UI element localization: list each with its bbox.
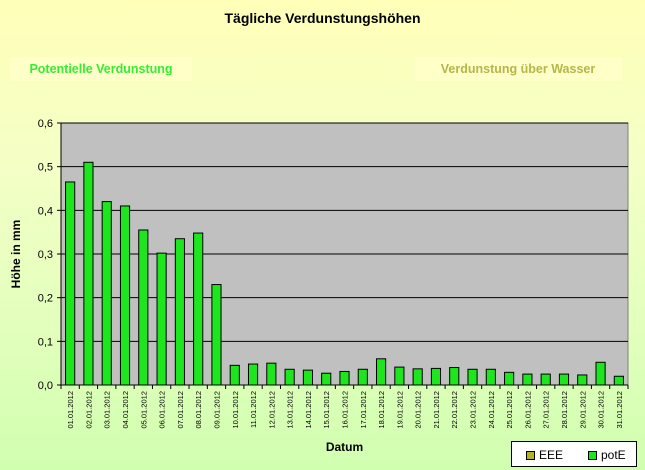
bar-pote-03.01.2012: [101, 201, 112, 386]
bar-pote-21.01.2012: [430, 367, 442, 386]
chart-legend: EEE potE: [511, 441, 637, 467]
bar-pote-05.01.2012: [138, 229, 149, 386]
x-tick-label: 13.01.2012: [286, 391, 295, 429]
bar-pote-28.01.2012: [558, 373, 570, 386]
x-tick-label: 25.01.2012: [505, 391, 514, 429]
bar-pote-04.01.2012: [119, 205, 131, 386]
y-tick-label: 0,0: [38, 380, 53, 392]
bar-pote-16.01.2012: [339, 370, 350, 386]
x-tick-label: 05.01.2012: [139, 391, 148, 429]
bar-pote-07.01.2012: [174, 238, 185, 386]
x-tick-label: 09.01.2012: [212, 391, 221, 429]
bar-pote-31.01.2012: [613, 375, 624, 386]
x-tick-label: 14.01.2012: [304, 391, 313, 429]
x-tick-label: 06.01.2012: [158, 391, 167, 429]
legend-swatch-pote: [588, 450, 597, 460]
bar-pote-14.01.2012: [302, 369, 313, 386]
bar-pote-23.01.2012: [467, 368, 478, 386]
x-tick-label: 18.01.2012: [377, 391, 386, 429]
x-tick-label: 28.01.2012: [560, 391, 569, 429]
x-tick-label: 12.01.2012: [267, 391, 276, 429]
bar-pote-02.01.2012: [83, 161, 94, 386]
bar-pote-27.01.2012: [540, 373, 551, 386]
x-axis-label: Datum: [326, 440, 363, 454]
x-tick-label: 04.01.2012: [121, 391, 130, 429]
x-tick-label: 30.01.2012: [597, 391, 606, 429]
legend-label-pote: potE: [601, 448, 626, 462]
bar-pote-26.01.2012: [522, 373, 533, 386]
bar-pote-30.01.2012: [595, 361, 606, 386]
x-tick-label: 10.01.2012: [231, 391, 240, 429]
legend-item-eee: EEE: [526, 448, 563, 462]
x-tick-label: 15.01.2012: [322, 391, 331, 429]
y-tick-label: 0,1: [38, 336, 53, 348]
bar-pote-13.01.2012: [284, 368, 295, 386]
x-tick-label: 20.01.2012: [414, 391, 423, 429]
x-tick-label: 23.01.2012: [469, 391, 478, 429]
y-tick-label: 0,6: [38, 118, 53, 130]
bar-pote-29.01.2012: [577, 374, 588, 386]
bar-pote-10.01.2012: [229, 364, 240, 386]
y-tick-label: 0,5: [38, 162, 53, 174]
bar-pote-19.01.2012: [394, 366, 405, 386]
x-tick-label: 29.01.2012: [578, 391, 587, 429]
bar-pote-15.01.2012: [321, 372, 332, 386]
x-tick-label: 17.01.2012: [359, 391, 368, 429]
bar-pote-18.01.2012: [376, 358, 387, 386]
x-tick-label: 19.01.2012: [395, 391, 404, 429]
bar-pote-24.01.2012: [485, 368, 496, 386]
bar-pote-09.01.2012: [211, 284, 222, 386]
x-tick-label: 24.01.2012: [487, 391, 496, 429]
x-tick-label: 31.01.2012: [615, 391, 624, 429]
x-tick-label: 01.01.2012: [66, 391, 75, 429]
potential-evaporation-button[interactable]: Potentielle Verdunstung: [10, 57, 192, 81]
legend-swatch-eee: [526, 450, 535, 460]
x-tick-label: 03.01.2012: [103, 391, 112, 429]
bar-pote-17.01.2012: [357, 368, 368, 386]
bar-pote-12.01.2012: [266, 362, 277, 386]
y-tick-label: 0,3: [38, 249, 53, 261]
bar-pote-01.01.2012: [65, 181, 76, 386]
x-tick-label: 26.01.2012: [523, 391, 532, 429]
x-tick-label: 22.01.2012: [450, 391, 459, 429]
bar-pote-22.01.2012: [449, 367, 460, 386]
x-tick-label: 08.01.2012: [194, 391, 203, 429]
x-tick-label: 27.01.2012: [542, 391, 551, 429]
bar-pote-08.01.2012: [193, 232, 204, 386]
x-tick-label: 02.01.2012: [84, 391, 93, 429]
y-tick-label: 0,4: [38, 205, 53, 217]
x-tick-label: 07.01.2012: [176, 391, 185, 429]
chart-title: Tägliche Verdunstungshöhen: [224, 10, 421, 26]
legend-item-pote: potE: [588, 448, 626, 462]
bar-pote-20.01.2012: [412, 368, 423, 386]
x-tick-label: 16.01.2012: [341, 391, 350, 429]
y-axis-label: Höhe in mm: [9, 220, 23, 289]
legend-label-eee: EEE: [539, 448, 564, 462]
x-tick-label: 21.01.2012: [432, 391, 441, 429]
y-tick-label: 0,2: [38, 293, 53, 305]
water-evaporation-button[interactable]: Verdunstung über Wasser: [414, 57, 622, 81]
bar-pote-06.01.2012: [156, 252, 167, 386]
x-tick-label: 11.01.2012: [249, 391, 258, 428]
bar-pote-25.01.2012: [504, 371, 515, 386]
bar-pote-11.01.2012: [247, 363, 259, 386]
